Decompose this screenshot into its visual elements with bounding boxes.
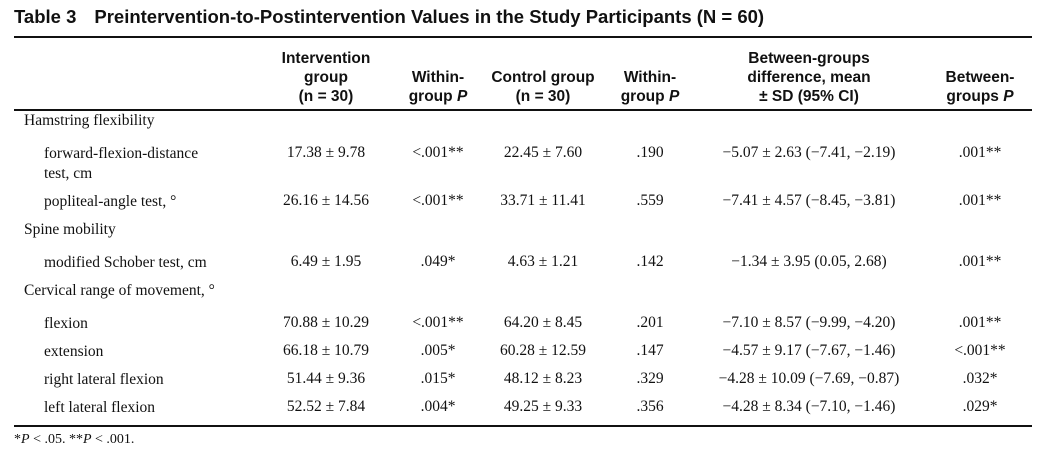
table-footnote: *P < .05. **P < .001.: [14, 432, 135, 447]
bottom-rule: [14, 425, 1032, 427]
cell-between-p: .029*: [962, 398, 998, 415]
header-within-p2-line2: group P: [620, 88, 680, 105]
section-spine-mobility: Spine mobility: [24, 221, 116, 238]
cell-control: 60.28 ± 12.59: [499, 342, 586, 359]
header-within-group-p-2: Within- group P: [608, 40, 692, 106]
header-within-group-p-1: Within- group P: [396, 40, 480, 106]
header-rule: [14, 109, 1032, 111]
cell-within-p1: .005*: [420, 342, 456, 359]
cell-control: 64.20 ± 8.45: [503, 314, 583, 331]
cell-between-diff: −7.10 ± 8.57 (−9.99, −4.20): [722, 314, 896, 331]
cell-between-p: .001**: [958, 192, 1002, 209]
header-control-group: Control group (n = 30): [491, 69, 595, 105]
cell-within-p1: <.001**: [412, 144, 464, 161]
cell-between-p: <.001**: [954, 342, 1006, 359]
cell-intervention: 6.49 ± 1.95: [290, 253, 362, 270]
top-rule: [14, 36, 1032, 38]
cell-intervention: 17.38 ± 9.78: [286, 144, 366, 161]
cell-between-diff: −4.28 ± 8.34 (−7.10, −1.46): [722, 398, 896, 415]
cell-intervention: 26.16 ± 14.56: [282, 192, 369, 209]
table-number: Table 3: [14, 6, 77, 27]
cell-control: 48.12 ± 8.23: [503, 370, 583, 387]
cell-within-p1: .015*: [420, 370, 456, 387]
cell-between-p: .001**: [958, 253, 1002, 270]
cell-control: 33.71 ± 11.41: [500, 192, 586, 209]
cell-control: 4.63 ± 1.21: [507, 253, 579, 270]
cell-within-p2: .329: [636, 370, 664, 387]
cell-between-diff: −5.07 ± 2.63 (−7.41, −2.19): [722, 144, 896, 161]
cell-intervention: 66.18 ± 10.79: [282, 342, 369, 359]
row-label: left lateral flexion: [44, 399, 156, 416]
cell-between-diff: −7.41 ± 4.57 (−8.45, −3.81): [722, 192, 896, 209]
cell-between-diff: −4.57 ± 9.17 (−7.67, −1.46): [722, 342, 896, 359]
row-label: popliteal-angle test, °: [44, 193, 177, 210]
table-caption: Table 3 Preintervention-to-Postinterventi…: [14, 6, 764, 28]
row-label: extension: [44, 343, 104, 360]
cell-intervention: 52.52 ± 7.84: [286, 398, 366, 415]
cell-intervention: 51.44 ± 9.36: [286, 370, 366, 387]
header-between-groups-difference: Between-groups difference, mean ± SD (95…: [747, 50, 871, 105]
table-title: Preintervention-to-Postintervention Valu…: [94, 6, 765, 27]
cell-within-p2: .356: [636, 398, 664, 415]
row-label: right lateral flexion: [44, 371, 164, 388]
header-within-p1-line2: group P: [408, 88, 468, 105]
cell-between-p: .001**: [958, 314, 1002, 331]
cell-control: 22.45 ± 7.60: [503, 144, 583, 161]
header-between-p-line2: groups P: [946, 88, 1014, 105]
cell-between-p: .001**: [958, 144, 1002, 161]
cell-within-p2: .147: [636, 342, 664, 359]
cell-between-p: .032*: [962, 370, 998, 387]
header-between-groups-p: Between- groups P: [930, 40, 1030, 106]
cell-between-diff: −1.34 ± 3.95 (0.05, 2.68): [731, 253, 887, 270]
cell-within-p1: <.001**: [412, 314, 464, 331]
section-cervical-range: Cervical range of movement, °: [24, 282, 215, 299]
cell-within-p2: .559: [636, 192, 664, 209]
cell-within-p2: .190: [636, 144, 664, 161]
cell-within-p1: <.001**: [412, 192, 464, 209]
row-label: flexion: [44, 315, 88, 332]
header-intervention-group: Intervention group (n = 30): [281, 50, 371, 105]
cell-within-p1: .004*: [420, 398, 456, 415]
cell-intervention: 70.88 ± 10.29: [282, 314, 369, 331]
row-label: forward-flexion-distance test, cm: [44, 145, 199, 182]
row-label: modified Schober test, cm: [44, 254, 207, 271]
cell-within-p2: .142: [636, 253, 664, 270]
cell-between-diff: −4.28 ± 10.09 (−7.69, −0.87): [718, 370, 900, 387]
cell-within-p2: .201: [636, 314, 664, 331]
section-hamstring-flexibility: Hamstring flexibility: [24, 112, 155, 129]
cell-control: 49.25 ± 9.33: [503, 398, 583, 415]
cell-within-p1: .049*: [420, 253, 456, 270]
